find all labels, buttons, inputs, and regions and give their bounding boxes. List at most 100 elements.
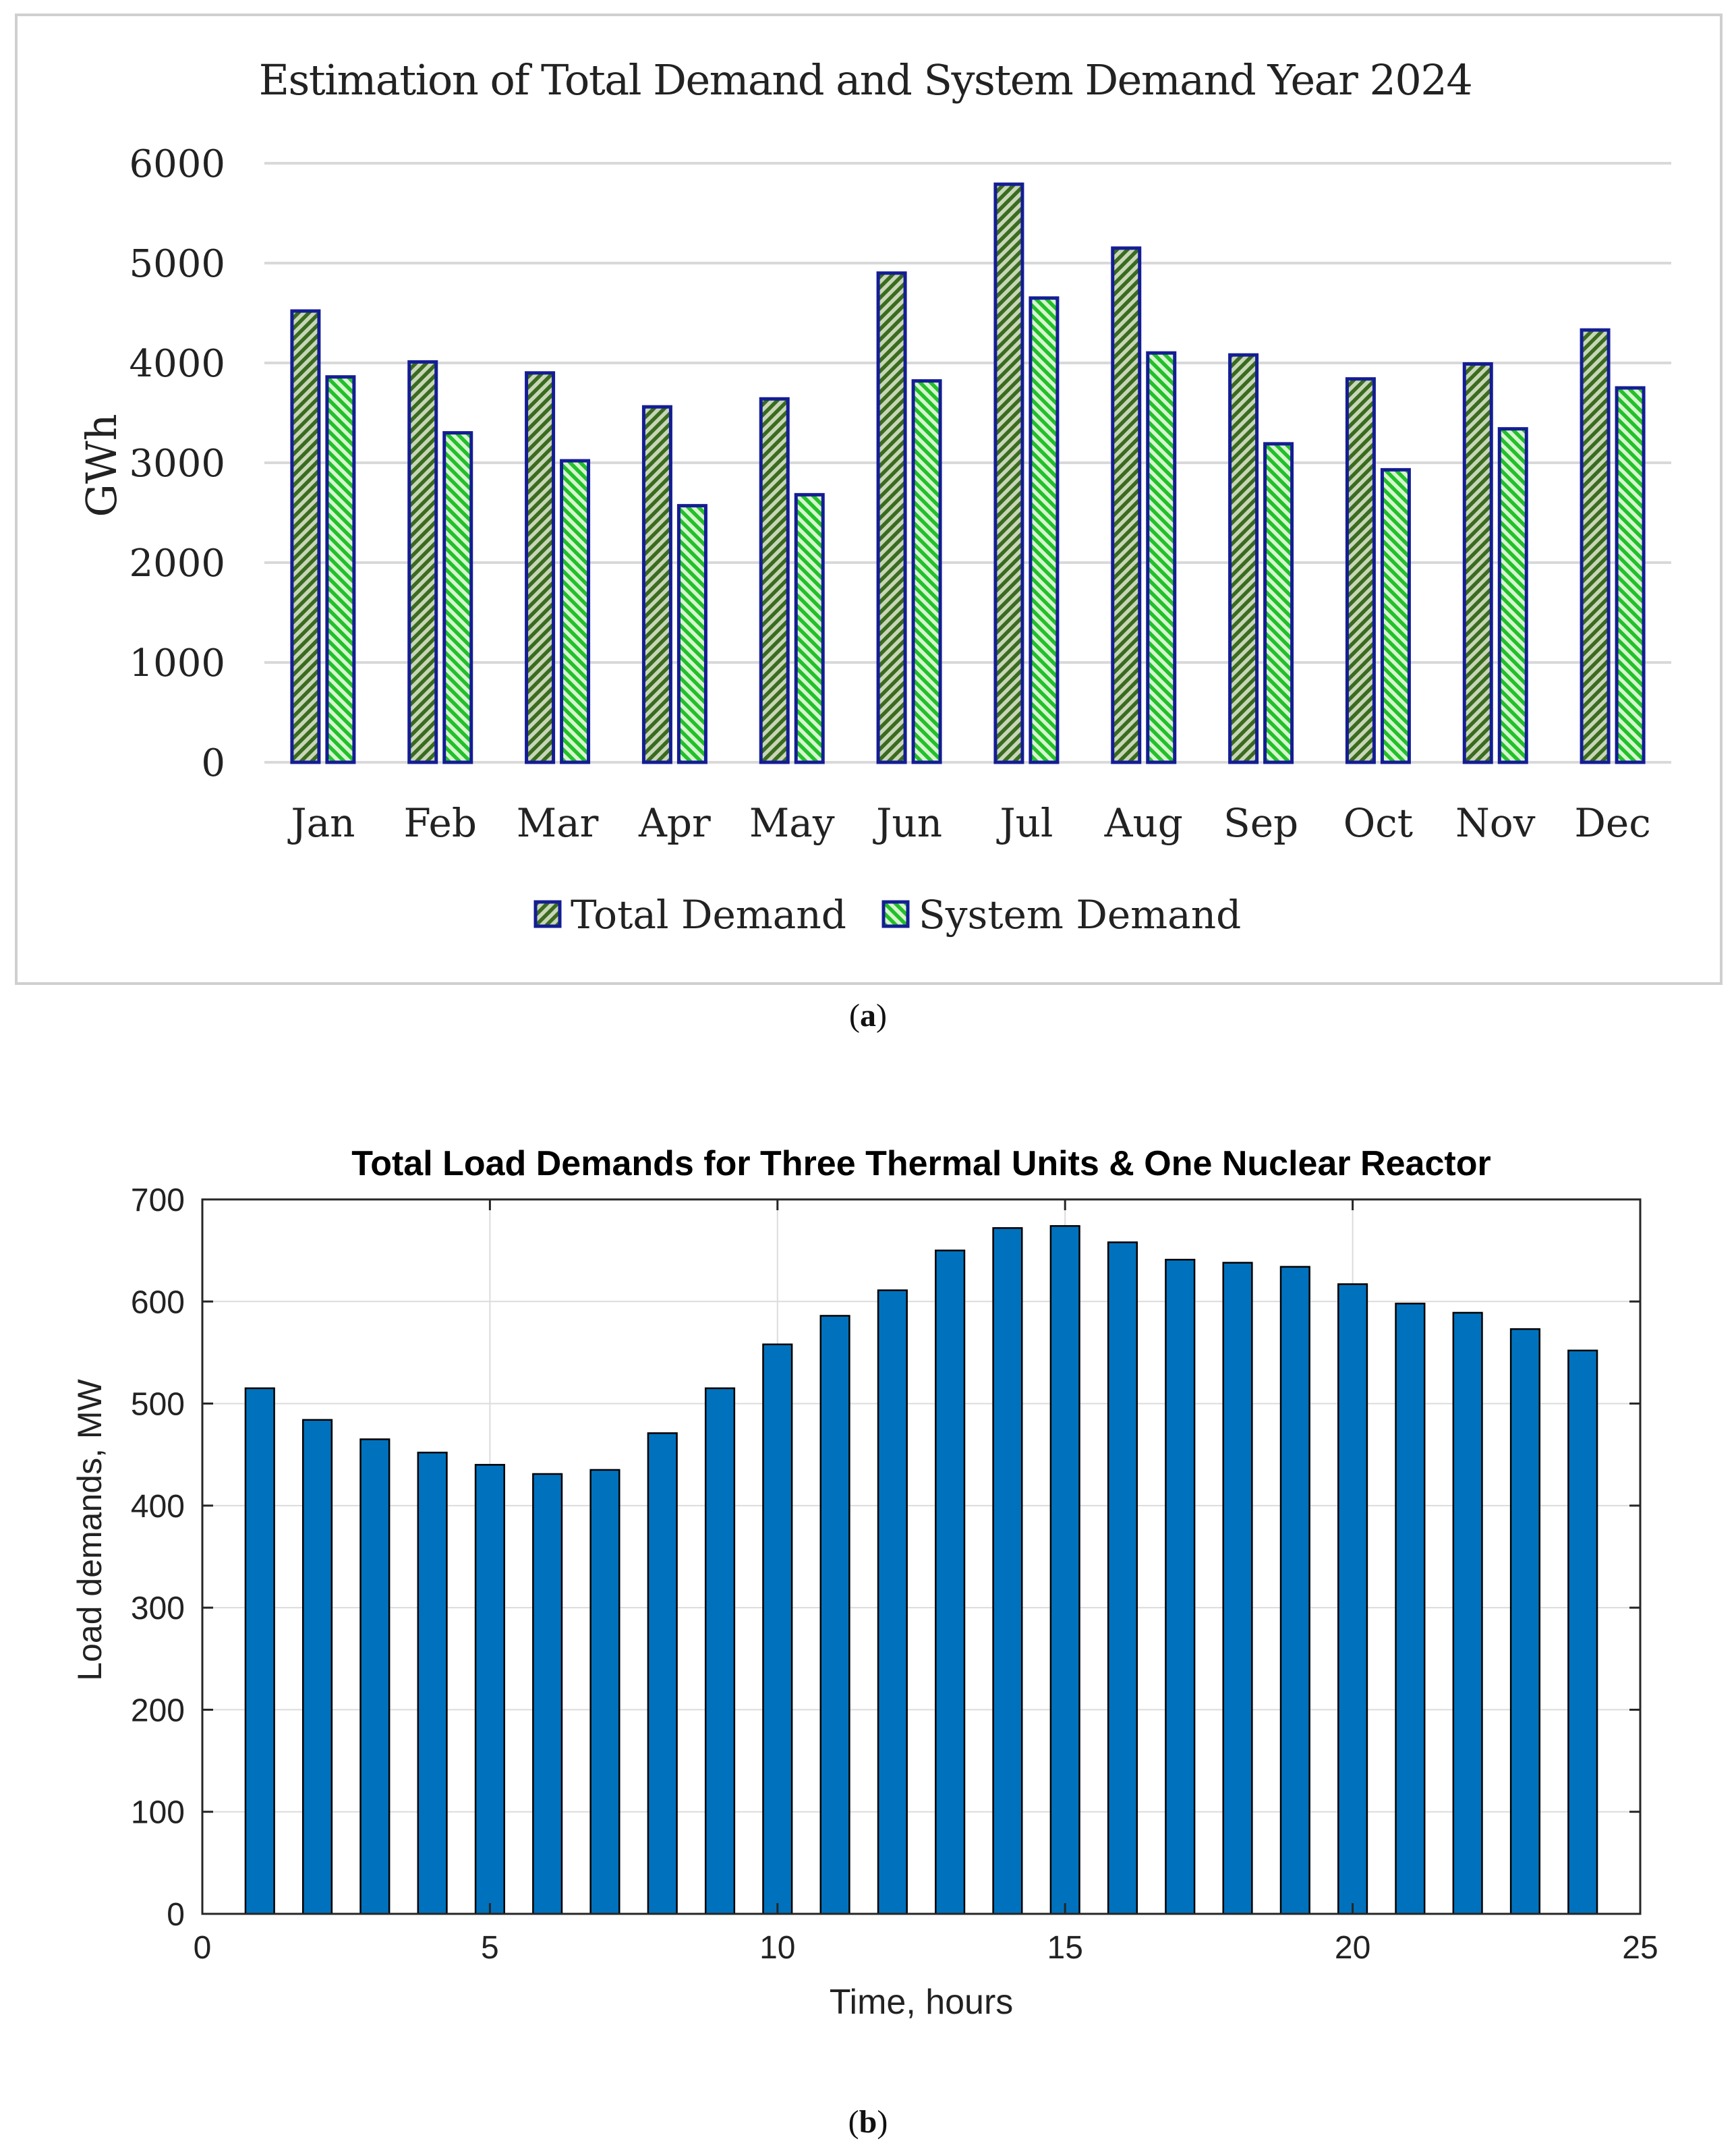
y-tick-label-b: 100 bbox=[131, 1795, 185, 1831]
y-tick-label-b: 500 bbox=[131, 1387, 185, 1423]
bar-hour-15 bbox=[1049, 1225, 1080, 1915]
bar-total-may bbox=[759, 397, 790, 764]
bar-hour-19 bbox=[1279, 1266, 1310, 1915]
bar-hour-9 bbox=[704, 1387, 736, 1915]
y-tick-label-b: 300 bbox=[131, 1591, 185, 1626]
bar-system-feb bbox=[442, 431, 473, 764]
panel-label-a-letter: a bbox=[860, 998, 876, 1033]
chart-b-tick-marks bbox=[201, 1198, 1642, 1915]
x-tick-label-a-sep: Sep bbox=[1223, 800, 1298, 846]
chart-a: Estimation of Total Demand and System De… bbox=[15, 13, 1723, 985]
y-tick-label-a: 4000 bbox=[129, 342, 225, 386]
chart-b-title: Total Load Demands for Three Thermal Uni… bbox=[351, 1144, 1491, 1183]
x-tick-label-a-oct: Oct bbox=[1343, 800, 1413, 846]
bar-total-dec bbox=[1580, 328, 1611, 764]
legend-label-total: Total Demand bbox=[571, 892, 846, 938]
bar-hour-6 bbox=[532, 1473, 563, 1915]
panel-label-a: (a) bbox=[849, 998, 887, 1033]
y-tick-label-b: 0 bbox=[167, 1897, 185, 1933]
legend-swatch-total bbox=[533, 900, 562, 928]
y-tick-label-a: 5000 bbox=[129, 242, 225, 286]
y-tick-label-a: 0 bbox=[201, 741, 225, 785]
chart-a-y-tick-labels: 0 1000 2000 3000 4000 5000 6000 bbox=[129, 142, 225, 785]
bar-hour-4 bbox=[417, 1451, 448, 1915]
chart-b-x-tick-labels: 0 5 10 15 20 25 bbox=[194, 1930, 1658, 1966]
x-tick-label-a-mar: Mar bbox=[517, 800, 599, 846]
bar-hour-3 bbox=[359, 1438, 390, 1915]
y-tick-label-a: 1000 bbox=[129, 642, 225, 685]
chart-a-gridlines bbox=[264, 162, 1671, 764]
bar-hour-18 bbox=[1222, 1262, 1253, 1915]
bar-hour-14 bbox=[992, 1227, 1023, 1915]
bar-system-aug bbox=[1146, 351, 1177, 764]
bar-system-may bbox=[794, 492, 825, 764]
chart-b-y-tick-labels: 0 100 200 300 400 500 600 700 bbox=[131, 1183, 185, 1933]
x-tick-label-b: 0 bbox=[194, 1930, 212, 1966]
bar-hour-8 bbox=[647, 1432, 678, 1915]
panel-label-b: (b) bbox=[848, 2104, 888, 2140]
legend-label-system: System Demand bbox=[919, 892, 1241, 938]
bar-total-aug bbox=[1111, 246, 1142, 764]
chart-b-bars bbox=[244, 1225, 1598, 1915]
bar-total-jan bbox=[290, 309, 321, 764]
x-tick-label-a-aug: Aug bbox=[1104, 800, 1183, 846]
bar-hour-24 bbox=[1567, 1349, 1598, 1915]
x-tick-label-a-jul: Jul bbox=[996, 800, 1053, 846]
bar-total-oct bbox=[1345, 377, 1376, 764]
bar-system-mar bbox=[560, 459, 591, 764]
bar-hour-16 bbox=[1107, 1241, 1138, 1915]
bar-total-sep bbox=[1228, 353, 1259, 764]
chart-a-x-tick-labels: Jan Feb Mar Apr May Jun Jul Aug Sep Oct Nov Dec bbox=[287, 800, 1650, 846]
bar-total-apr bbox=[641, 405, 672, 764]
chart-b-ylabel: Load demands, MW bbox=[71, 1378, 109, 1680]
bar-hour-2 bbox=[301, 1419, 333, 1915]
y-tick-label-b: 600 bbox=[131, 1284, 185, 1320]
bar-hour-12 bbox=[877, 1289, 908, 1915]
bar-total-jul bbox=[993, 182, 1024, 764]
y-tick-label-b: 700 bbox=[131, 1183, 185, 1218]
bar-hour-13 bbox=[935, 1249, 966, 1915]
bar-system-oct bbox=[1380, 467, 1411, 764]
x-tick-label-a-jun: Jun bbox=[873, 800, 942, 846]
chart-a-bars bbox=[290, 182, 1646, 764]
bar-system-dec bbox=[1615, 386, 1646, 764]
x-tick-label-b: 25 bbox=[1622, 1930, 1658, 1966]
bar-hour-11 bbox=[819, 1315, 850, 1915]
chart-a-title: Estimation of Total Demand and System De… bbox=[259, 55, 1472, 105]
chart-b-xlabel: Time, hours bbox=[830, 1983, 1014, 2022]
x-tick-label-a-apr: Apr bbox=[638, 800, 711, 846]
chart-a-ylabel: GWh bbox=[77, 414, 126, 517]
x-tick-label-b: 20 bbox=[1335, 1930, 1370, 1966]
x-tick-label-a-feb: Feb bbox=[403, 800, 477, 846]
bar-hour-5 bbox=[474, 1464, 505, 1915]
bar-hour-23 bbox=[1509, 1328, 1541, 1915]
x-tick-label-b: 10 bbox=[759, 1930, 795, 1966]
bar-hour-7 bbox=[589, 1469, 620, 1915]
y-tick-label-a: 3000 bbox=[129, 442, 225, 486]
x-tick-label-a-nov: Nov bbox=[1455, 800, 1536, 846]
y-tick-label-b: 400 bbox=[131, 1489, 185, 1525]
bar-system-jun bbox=[911, 379, 942, 764]
x-tick-label-b: 5 bbox=[481, 1930, 499, 1966]
bar-hour-1 bbox=[244, 1387, 275, 1915]
bar-total-mar bbox=[525, 371, 556, 764]
bar-system-jan bbox=[325, 375, 356, 764]
bar-hour-21 bbox=[1395, 1303, 1426, 1915]
bar-total-feb bbox=[407, 360, 438, 764]
chart-a-legend: Total Demand System Demand bbox=[533, 892, 1241, 938]
x-tick-label-a-dec: Dec bbox=[1574, 800, 1650, 846]
panel-label-b-letter: b bbox=[859, 2104, 877, 2140]
legend-swatch-system bbox=[881, 900, 910, 928]
chart-b-axes-box bbox=[201, 1198, 1642, 1915]
y-tick-label-a: 6000 bbox=[129, 142, 225, 186]
bar-system-jul bbox=[1029, 296, 1060, 764]
bar-system-nov bbox=[1497, 427, 1528, 764]
bar-total-nov bbox=[1462, 362, 1493, 764]
bar-total-jun bbox=[876, 271, 907, 764]
y-tick-label-a: 2000 bbox=[129, 542, 225, 586]
bar-hour-22 bbox=[1452, 1311, 1483, 1915]
chart-b: Total Load Demands for Three Thermal Uni… bbox=[71, 1144, 1658, 2022]
bar-hour-10 bbox=[762, 1343, 793, 1915]
x-tick-label-b: 15 bbox=[1047, 1930, 1083, 1966]
bar-system-apr bbox=[676, 504, 707, 764]
